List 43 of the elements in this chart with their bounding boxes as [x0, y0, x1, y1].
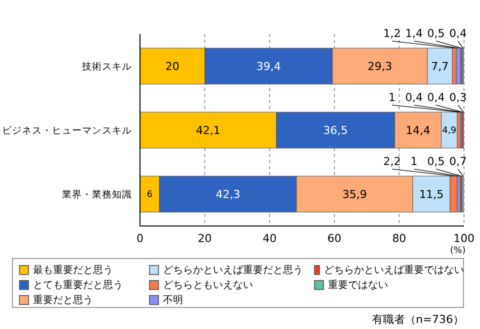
legend-label: 最も重要だと思う — [33, 264, 113, 276]
legend-label: 不明 — [163, 294, 183, 306]
data-label: 1,2 — [383, 27, 401, 40]
y-tick-label: ビジネス・ヒューマンスキル — [2, 125, 132, 136]
data-label: 4,9 — [442, 126, 457, 136]
data-label: 1,4 — [405, 27, 423, 40]
data-label: 2,2 — [383, 155, 401, 168]
legend-label: どちらともいえない — [163, 278, 253, 292]
data-label: 1 — [410, 155, 418, 168]
y-tick-label: 業界・業務知識 — [62, 188, 132, 200]
data-label: 20 — [165, 60, 180, 73]
data-label: 0,7 — [449, 155, 467, 168]
x-tick-label: 100 — [454, 232, 474, 245]
text: 有職者（n=736） — [372, 312, 464, 327]
data-label: 42,1 — [196, 124, 220, 137]
x-tick-label: 0 — [136, 232, 144, 245]
data-label: 0,4 — [427, 91, 445, 104]
legend-label: 重要だと思う — [33, 294, 93, 306]
legend-label: どちらかといえば重要だと思う — [163, 264, 303, 276]
y-tick-label: 技術スキル — [81, 60, 132, 72]
data-label: 39,4 — [256, 60, 281, 73]
x-tick-label: 20 — [198, 232, 212, 245]
data-label: 29,3 — [368, 60, 392, 73]
legend-label: 重要ではない — [328, 278, 388, 292]
data-label: 6 — [146, 190, 153, 200]
data-label: 0,5 — [427, 27, 445, 40]
legend-label: どちらかといえば重要ではない — [324, 264, 464, 276]
data-label: 36,5 — [323, 124, 348, 137]
data-label: 0,4 — [405, 91, 423, 104]
x-tick-label: 80 — [392, 232, 406, 245]
x-tick-label: 60 — [327, 232, 342, 245]
x-tick-label: 40 — [262, 232, 277, 245]
data-label: 14,4 — [406, 124, 430, 137]
data-label: 0,4 — [449, 27, 467, 40]
data-label: 11,5 — [419, 188, 444, 201]
data-label: 42,3 — [216, 188, 240, 201]
data-label: 7,7 — [431, 60, 449, 73]
data-label: 0,3 — [449, 91, 467, 104]
data-label: 0,5 — [427, 155, 445, 168]
legend-label: とても重要だと思う — [33, 278, 123, 292]
data-label: 1 — [388, 91, 396, 104]
data-label: 35,9 — [342, 188, 367, 201]
x-axis-title: (%) — [450, 246, 466, 256]
